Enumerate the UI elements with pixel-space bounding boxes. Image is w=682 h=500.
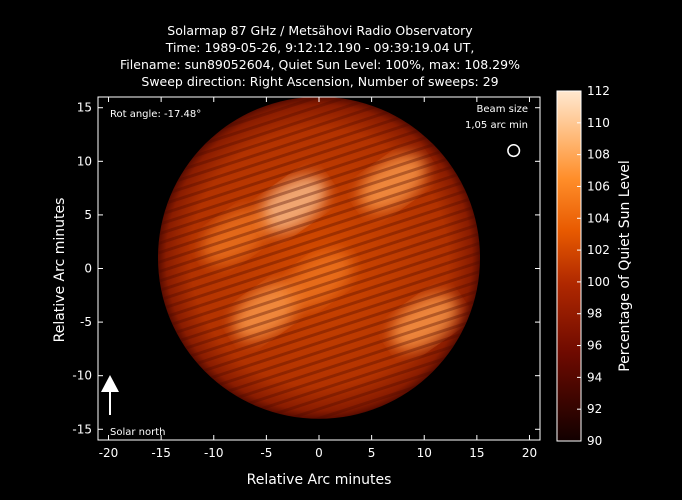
x-axis-label: Relative Arc minutes xyxy=(247,472,392,488)
y-tick-label: 10 xyxy=(77,154,92,168)
x-tick-label: 0 xyxy=(315,446,323,460)
y-axis-label: Relative Arc minutes xyxy=(52,198,68,343)
colorbar-tick-label: 90 xyxy=(587,434,602,448)
colorbar-tick-label: 108 xyxy=(587,148,610,162)
colorbar-tick-label: 100 xyxy=(587,275,610,289)
x-tick-label: -15 xyxy=(151,446,171,460)
y-tick-label: -15 xyxy=(72,422,92,436)
y-tick-label: 5 xyxy=(84,208,92,222)
y-tick-label: 15 xyxy=(77,101,92,115)
title-line-2: Time: 1989-05-26, 9:12:12.190 - 09:39:19… xyxy=(165,40,475,55)
bright-regions xyxy=(157,96,481,419)
colorbar-label: Percentage of Quiet Sun Level xyxy=(617,160,633,372)
beam-size-circle xyxy=(507,144,521,158)
solar-north-label: Solar north xyxy=(110,427,166,438)
colorbar xyxy=(556,90,582,442)
beam-size-value: 1,05 arc min xyxy=(465,120,528,131)
x-tick-label: 10 xyxy=(417,446,432,460)
colorbar-tick-label: 104 xyxy=(587,211,610,225)
x-tick-label: -5 xyxy=(260,446,272,460)
colorbar-tick-label: 112 xyxy=(587,84,610,98)
colorbar-tick-label: 102 xyxy=(587,243,610,257)
title-line-4: Sweep direction: Right Ascension, Number… xyxy=(141,74,499,89)
y-tick-label: -5 xyxy=(80,315,92,329)
colorbar-tick-label: 110 xyxy=(587,116,610,130)
title-line-3: Filename: sun89052604, Quiet Sun Level: … xyxy=(120,57,520,72)
colorbar-tick-label: 96 xyxy=(587,339,602,353)
y-tick-label: 0 xyxy=(84,262,92,276)
x-tick-label: 5 xyxy=(368,446,376,460)
solar-north-arrow-icon xyxy=(101,375,119,415)
x-tick-label: 20 xyxy=(522,446,537,460)
colorbar-tick-label: 92 xyxy=(587,402,602,416)
colorbar-tick-label: 94 xyxy=(587,370,602,384)
x-tick-label: -10 xyxy=(204,446,224,460)
x-tick-label: 15 xyxy=(469,446,484,460)
x-tick-label: -20 xyxy=(99,446,119,460)
colorbar-tick-label: 106 xyxy=(587,179,610,193)
title-line-1: Solarmap 87 GHz / Metsähovi Radio Observ… xyxy=(167,23,473,38)
rot-angle-label: Rot angle: -17.48° xyxy=(110,109,201,120)
scan-striping xyxy=(157,96,481,419)
beam-size-label: Beam size xyxy=(477,104,528,115)
colorbar-tick-label: 98 xyxy=(587,307,602,321)
y-tick-label: -10 xyxy=(72,369,92,383)
